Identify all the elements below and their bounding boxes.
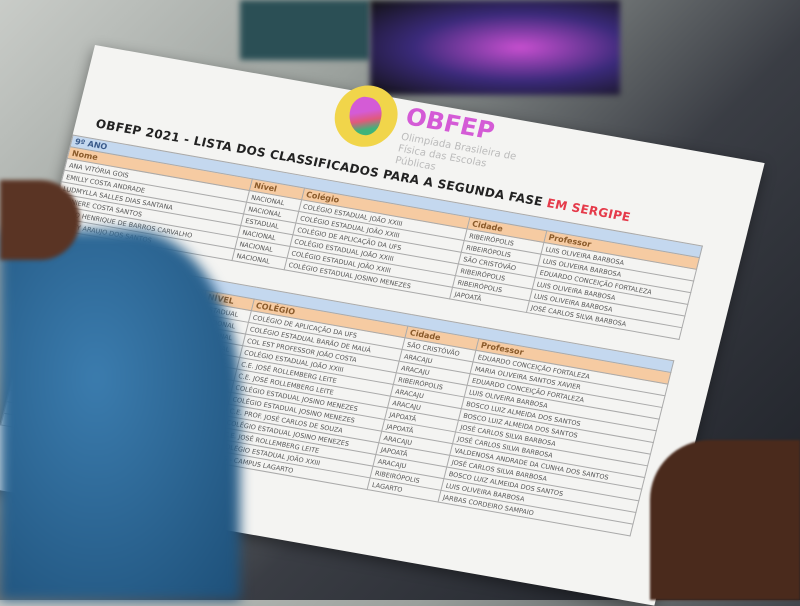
person-shoulder xyxy=(0,230,240,600)
background-monitor xyxy=(370,0,620,95)
left-hand xyxy=(0,180,80,260)
background-screen xyxy=(240,0,370,60)
brazil-map-icon xyxy=(344,94,386,138)
right-hand xyxy=(650,440,800,600)
